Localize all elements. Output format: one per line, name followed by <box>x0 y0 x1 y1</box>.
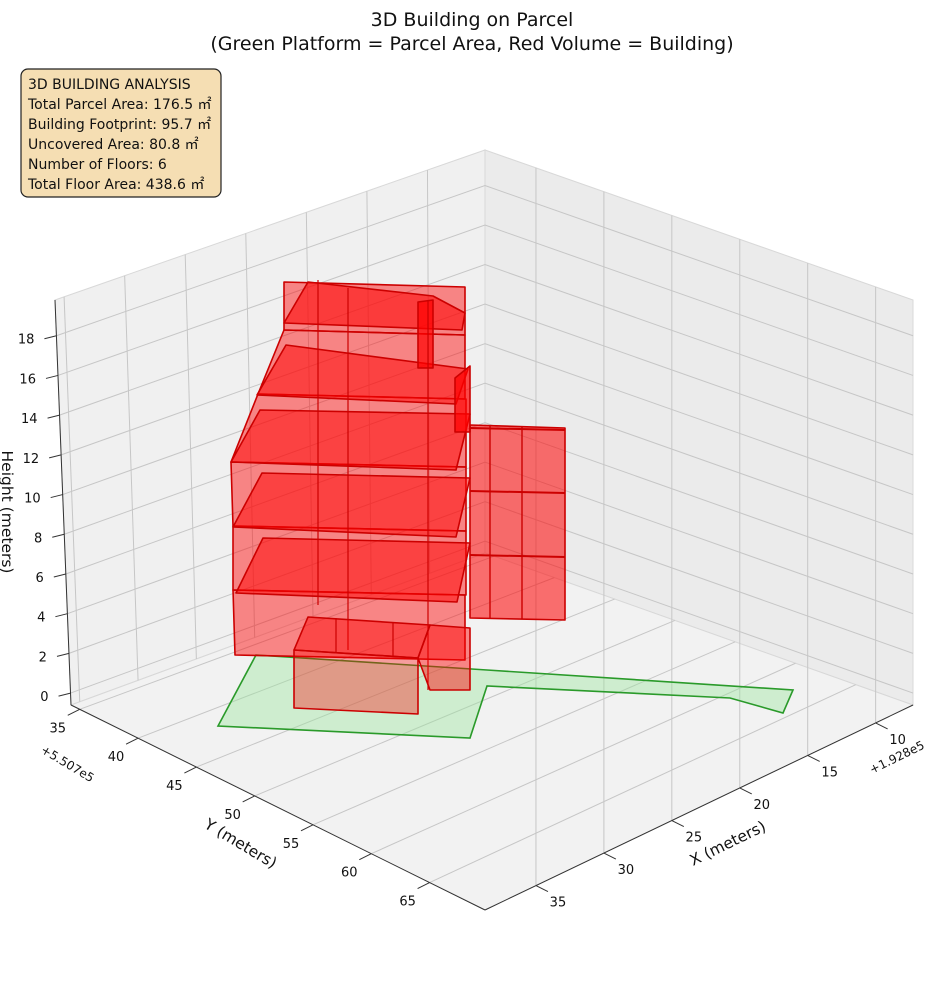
z-tick-label: 2 <box>39 650 47 665</box>
y-tick <box>67 708 80 716</box>
annex-side <box>417 624 471 691</box>
y-grid-line <box>312 641 736 826</box>
z-tick <box>45 374 59 379</box>
y-axis-label: Y (meters) <box>200 815 280 873</box>
y-tick <box>300 824 314 832</box>
info-box-header: 3D BUILDING ANALYSIS <box>28 77 191 93</box>
y-wall-grid-line <box>63 296 81 702</box>
z-grid-line <box>65 422 914 575</box>
z-grid-line <box>57 224 914 376</box>
building-rear-wall <box>469 424 566 621</box>
x-tick-label: 25 <box>686 831 703 846</box>
info-line-floors: Number of Floors: 6 <box>28 157 167 173</box>
z-tick-label: 14 <box>21 412 38 427</box>
z-tick <box>55 613 68 618</box>
y-grid-line <box>371 662 796 855</box>
stair-shaft <box>454 365 471 433</box>
z-axis-label: Height (meters) <box>0 451 16 574</box>
y-tick-label: 40 <box>108 750 125 765</box>
x-tick <box>603 852 617 860</box>
annex-front <box>293 649 419 715</box>
x-tick <box>875 722 888 730</box>
z-grid-line <box>64 382 914 535</box>
y-grid-line <box>196 598 615 768</box>
y-tick-label: 60 <box>341 866 358 881</box>
y-tick-label: 65 <box>399 895 416 910</box>
floor-slab-3 <box>232 472 471 538</box>
x-tick-label: 10 <box>889 733 906 748</box>
y-grid-line <box>429 684 856 884</box>
building-volume <box>230 280 566 715</box>
x-tick-label: 30 <box>618 863 635 878</box>
z-axis-line <box>54 299 72 706</box>
info-line-parcel-area: Total Parcel Area: 176.5 ㎡ <box>27 97 212 113</box>
info-line-footprint: Building Footprint: 95.7 ㎡ <box>28 117 211 133</box>
chart-subtitle: (Green Platform = Parcel Area, Red Volum… <box>210 33 733 55</box>
z-tick-label: 10 <box>24 492 41 507</box>
z-tick <box>48 454 62 459</box>
z-tick <box>50 494 63 499</box>
x-tick <box>535 885 549 893</box>
x-tick-label: 20 <box>753 798 770 813</box>
parcel-surface <box>216 654 795 739</box>
y-wall-grid-line <box>184 254 197 659</box>
floor-line <box>469 554 566 558</box>
floor-line <box>469 427 566 431</box>
z-tick-label: 18 <box>18 333 35 348</box>
x-tick <box>807 754 820 762</box>
y-tick-label: 45 <box>166 779 183 794</box>
z-tick-label: 16 <box>19 372 36 387</box>
axis-panes <box>54 149 915 911</box>
info-box: 3D BUILDING ANALYSIS Total Parcel Area: … <box>20 68 222 198</box>
upper-shaft <box>417 299 434 369</box>
z-tick-label: 0 <box>40 690 48 705</box>
y-tick-label: 50 <box>224 808 241 823</box>
info-line-floor-area: Total Floor Area: 438.6 ㎡ <box>27 177 204 193</box>
z-grid-line <box>59 264 914 416</box>
z-tick-label: 8 <box>34 531 42 546</box>
info-box-background <box>20 68 222 198</box>
x-tick <box>671 820 685 827</box>
chart-title: 3D Building on Parcel <box>371 9 574 31</box>
x-tick-label: 35 <box>550 896 567 911</box>
x-tick-label: 15 <box>821 765 838 780</box>
z-grid-line <box>56 185 914 337</box>
parcel-platform <box>216 654 795 739</box>
z-grid-line <box>60 303 914 456</box>
x-axis-line <box>484 704 914 911</box>
y-grid-line <box>254 619 676 797</box>
y-tick-label: 35 <box>49 721 66 736</box>
z-tick-label: 4 <box>37 611 45 626</box>
y-offset-label: +5.507e5 <box>38 743 96 786</box>
y-wall-grid-line <box>124 275 139 681</box>
floor-slab-4 <box>230 409 471 471</box>
y-tick <box>184 766 197 774</box>
y-tick-label: 55 <box>283 837 300 852</box>
z-tick <box>44 335 57 340</box>
z-grid-line <box>62 343 914 496</box>
y-tick <box>417 882 430 890</box>
z-tick <box>47 414 60 419</box>
z-tick <box>56 652 70 657</box>
z-tick-label: 12 <box>23 452 40 467</box>
y-tick <box>125 737 139 745</box>
floor-line <box>469 490 566 494</box>
floor-slab-2 <box>235 537 471 603</box>
y-tick <box>359 853 372 861</box>
x-tick <box>739 787 752 795</box>
z-tick <box>52 533 65 538</box>
z-tick <box>58 692 71 697</box>
y-tick <box>242 795 255 803</box>
z-tick-label: 6 <box>36 571 44 586</box>
z-tick <box>53 573 66 578</box>
axis-ticks: 0 2 4 6 8 10 12 14 16 18 10 15 20 25 30 35 35 40 45 50 55 60 6… <box>18 299 914 911</box>
info-line-uncovered: Uncovered Area: 80.8 ㎡ <box>28 137 199 153</box>
y-axis-line <box>70 704 486 911</box>
